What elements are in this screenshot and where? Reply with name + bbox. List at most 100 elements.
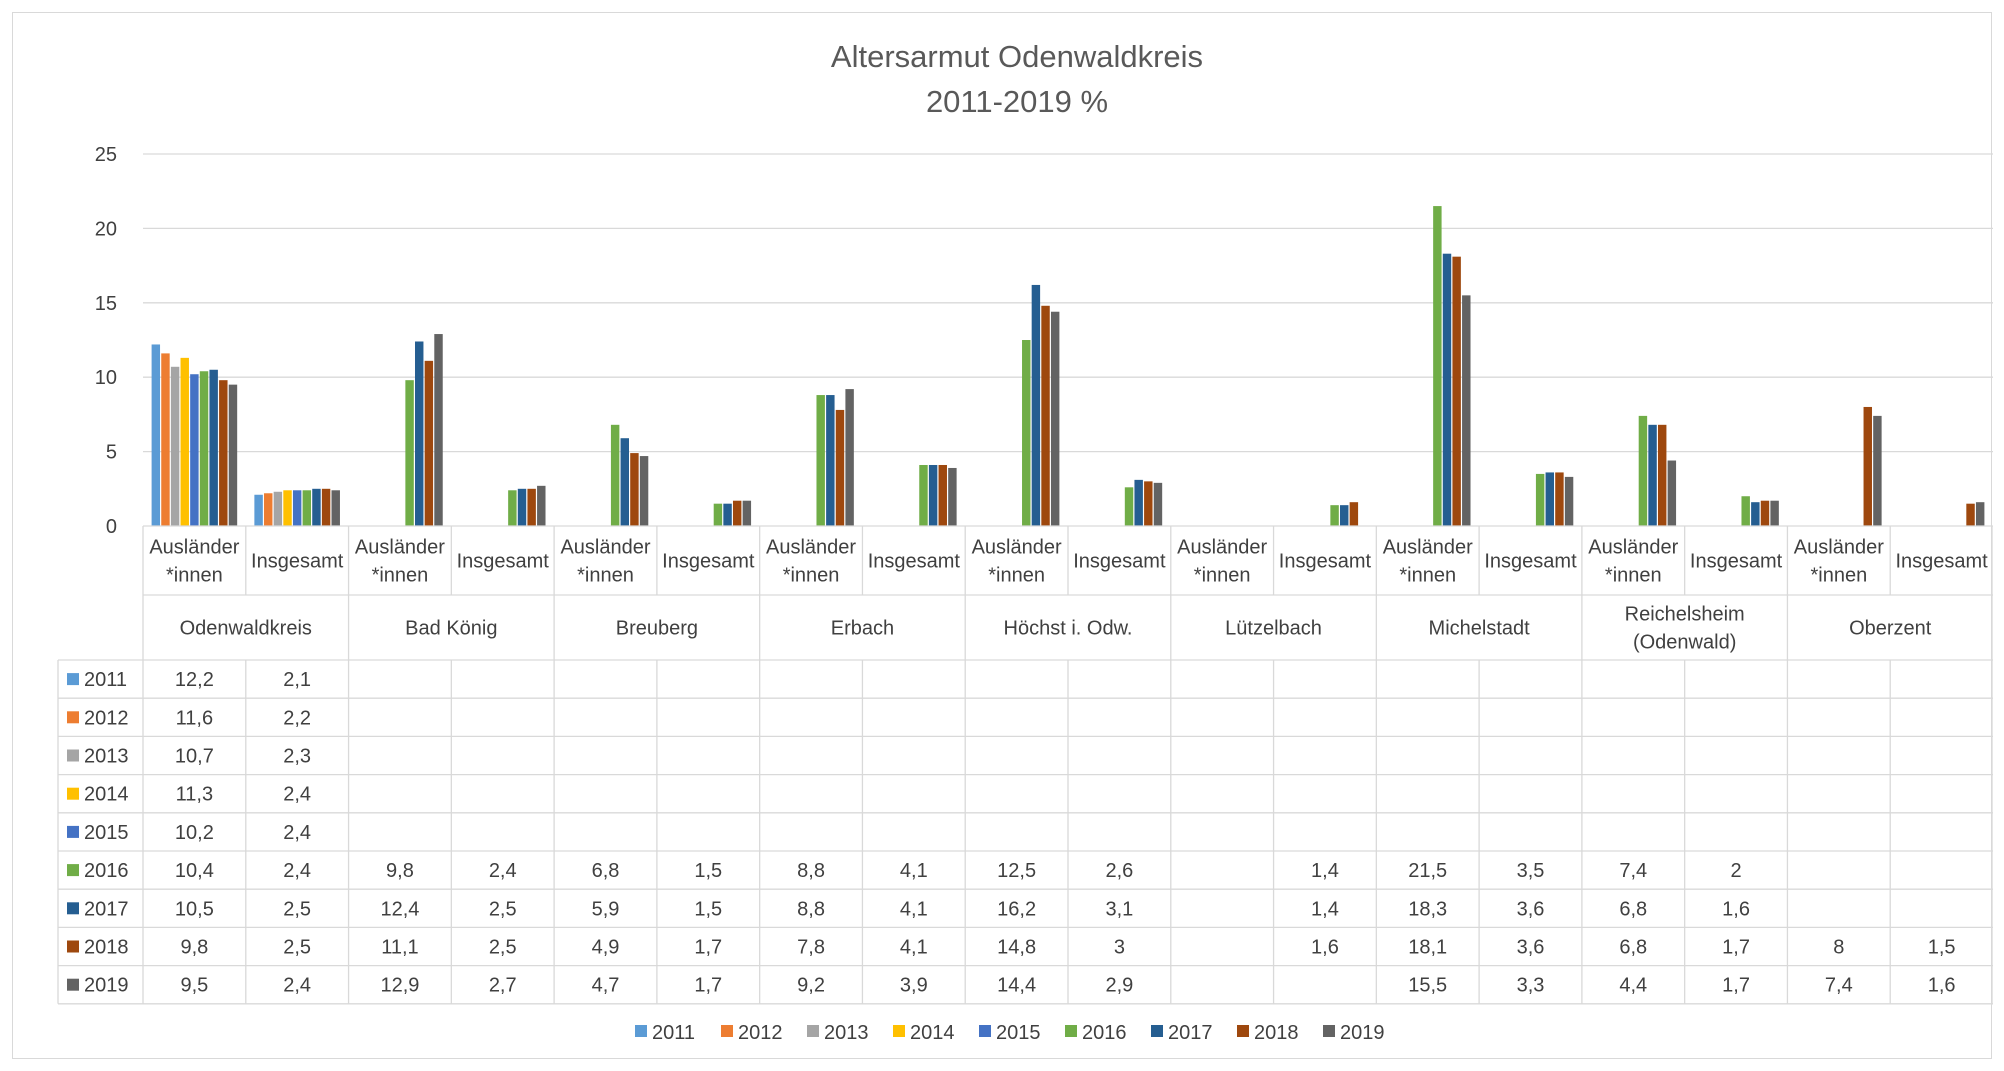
table-cell-value: 9,8 xyxy=(180,937,208,959)
table-row-label: 2014 xyxy=(84,784,129,806)
table-legend-key xyxy=(67,787,79,800)
sub-category-label: Insgesamt xyxy=(457,551,550,573)
bar xyxy=(292,490,302,526)
sub-category-label: *innen xyxy=(372,565,429,587)
table-cell-value: 4,1 xyxy=(900,860,928,882)
bar xyxy=(170,366,180,526)
table-cell-value: 1,5 xyxy=(694,898,722,920)
table-cell-value: 3 xyxy=(1114,937,1125,959)
bar xyxy=(1349,502,1359,526)
table-cell-value: 9,2 xyxy=(797,975,825,997)
table-cell-value: 1,6 xyxy=(1928,975,1956,997)
table-cell-value: 1,7 xyxy=(1722,937,1750,959)
bar xyxy=(199,371,209,526)
bar xyxy=(321,488,331,526)
table-cell-value: 14,4 xyxy=(997,975,1036,997)
legend-key xyxy=(721,1025,733,1037)
table-legend-key xyxy=(67,711,79,724)
y-tick-label: 20 xyxy=(95,218,117,240)
table-cell-value: 10,7 xyxy=(175,746,214,768)
legend-label: 2013 xyxy=(824,1022,869,1044)
bar xyxy=(610,424,620,526)
legend-key xyxy=(893,1025,905,1037)
sub-category-label: *innen xyxy=(1399,565,1456,587)
table-cell-value: 1,4 xyxy=(1311,860,1339,882)
bar xyxy=(161,353,170,526)
sub-category-label: Ausländer xyxy=(766,537,856,559)
bar xyxy=(405,380,414,526)
bar xyxy=(723,503,732,526)
bar xyxy=(209,369,218,526)
legend-label: 2015 xyxy=(996,1022,1041,1044)
bar xyxy=(732,500,742,526)
table-row-label: 2016 xyxy=(84,860,129,882)
table-cell-value: 2,4 xyxy=(283,784,311,806)
bar xyxy=(620,438,630,526)
legend-key xyxy=(979,1025,991,1037)
legend: 2011 2012 2013 2014 2015 2016 2017 2018 2019 xyxy=(635,1022,1385,1044)
table-cell-value: 8,8 xyxy=(797,860,825,882)
table-cell-value: 2,5 xyxy=(283,937,311,959)
legend-label: 2018 xyxy=(1254,1022,1299,1044)
sub-category-label: *innen xyxy=(988,565,1045,587)
table-cell-value: 2,5 xyxy=(489,937,517,959)
bar xyxy=(517,488,527,526)
table-cell-value: 2,7 xyxy=(489,975,517,997)
y-tick-label: 15 xyxy=(95,293,117,315)
table-row-label: 2013 xyxy=(84,746,129,768)
table-cell-value: 2,6 xyxy=(1105,860,1133,882)
legend-key xyxy=(1151,1025,1163,1037)
bar xyxy=(1124,487,1134,526)
legend-label: 2019 xyxy=(1340,1022,1385,1044)
table-cell-value: 4,9 xyxy=(592,937,620,959)
table-row-label: 2012 xyxy=(84,707,129,729)
bar xyxy=(938,464,947,526)
bar xyxy=(826,395,835,526)
table-legend-key xyxy=(67,864,79,877)
chart-subtitle: 2011-2019 % xyxy=(926,84,1108,119)
table-cell-value: 6,8 xyxy=(592,860,620,882)
table-cell-value: 3,6 xyxy=(1517,898,1545,920)
table-cell-value: 10,4 xyxy=(175,860,214,882)
bar xyxy=(1022,340,1031,526)
table-row-label: 2018 xyxy=(84,937,129,959)
table-cell-value: 4,1 xyxy=(900,898,928,920)
bar xyxy=(254,494,263,526)
bars xyxy=(151,206,1985,527)
data-table: 2011 12,2 2,1 2012 11,6 2,2 2013 10,7 2,3 2014 11,… xyxy=(57,525,1993,1005)
legend-label: 2012 xyxy=(738,1022,783,1044)
group-label: Odenwaldkreis xyxy=(180,618,312,640)
table-cell-value: 10,5 xyxy=(175,898,214,920)
sub-category-label: Ausländer xyxy=(972,537,1062,559)
bar xyxy=(228,384,238,526)
chart-area: Altersarmut Odenwaldkreis 2011-2019 % 0 5… xyxy=(12,12,1993,1059)
sub-category-label: *innen xyxy=(577,565,634,587)
table-cell-value: 2,2 xyxy=(283,707,311,729)
bar xyxy=(1873,415,1882,526)
bar xyxy=(1564,476,1574,526)
legend-key xyxy=(1323,1025,1335,1037)
bar xyxy=(415,341,424,526)
table-cell-value: 2,4 xyxy=(283,860,311,882)
table-cell-value: 3,9 xyxy=(900,975,928,997)
bar xyxy=(1050,311,1060,526)
sub-category-label: Ausländer xyxy=(560,537,650,559)
table-legend-key xyxy=(67,673,79,686)
table-cell-value: 1,7 xyxy=(1722,975,1750,997)
bar xyxy=(1340,505,1349,526)
group-label: Lützelbach xyxy=(1225,618,1322,640)
bar xyxy=(919,464,928,526)
table-cell-value: 2,4 xyxy=(283,975,311,997)
bar xyxy=(1442,253,1452,527)
group-label: Höchst i. Odw. xyxy=(1004,618,1133,640)
table-cell-value: 4,1 xyxy=(900,937,928,959)
group-label: Reichelsheim xyxy=(1625,604,1745,626)
group-label: Erbach xyxy=(831,618,894,640)
chart-svg: Altersarmut Odenwaldkreis 2011-2019 % 0 5… xyxy=(57,39,1993,1044)
chart-title: Altersarmut Odenwaldkreis xyxy=(831,39,1203,74)
sub-category-label: Ausländer xyxy=(1588,537,1678,559)
sub-category-label: Ausländer xyxy=(1383,537,1473,559)
table-cell-value: 3,5 xyxy=(1517,860,1545,882)
bar xyxy=(1462,295,1471,526)
table-cell-value: 2,1 xyxy=(283,669,311,691)
